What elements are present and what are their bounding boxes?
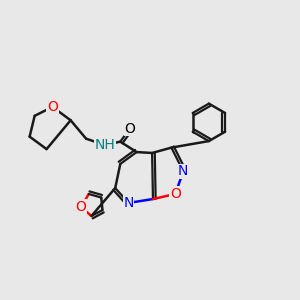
Text: N: N [178,164,188,178]
Text: O: O [76,200,86,214]
Text: O: O [47,100,58,114]
Text: N: N [123,196,134,210]
Text: O: O [170,187,181,201]
Text: NH: NH [94,138,115,152]
Text: O: O [124,122,135,136]
